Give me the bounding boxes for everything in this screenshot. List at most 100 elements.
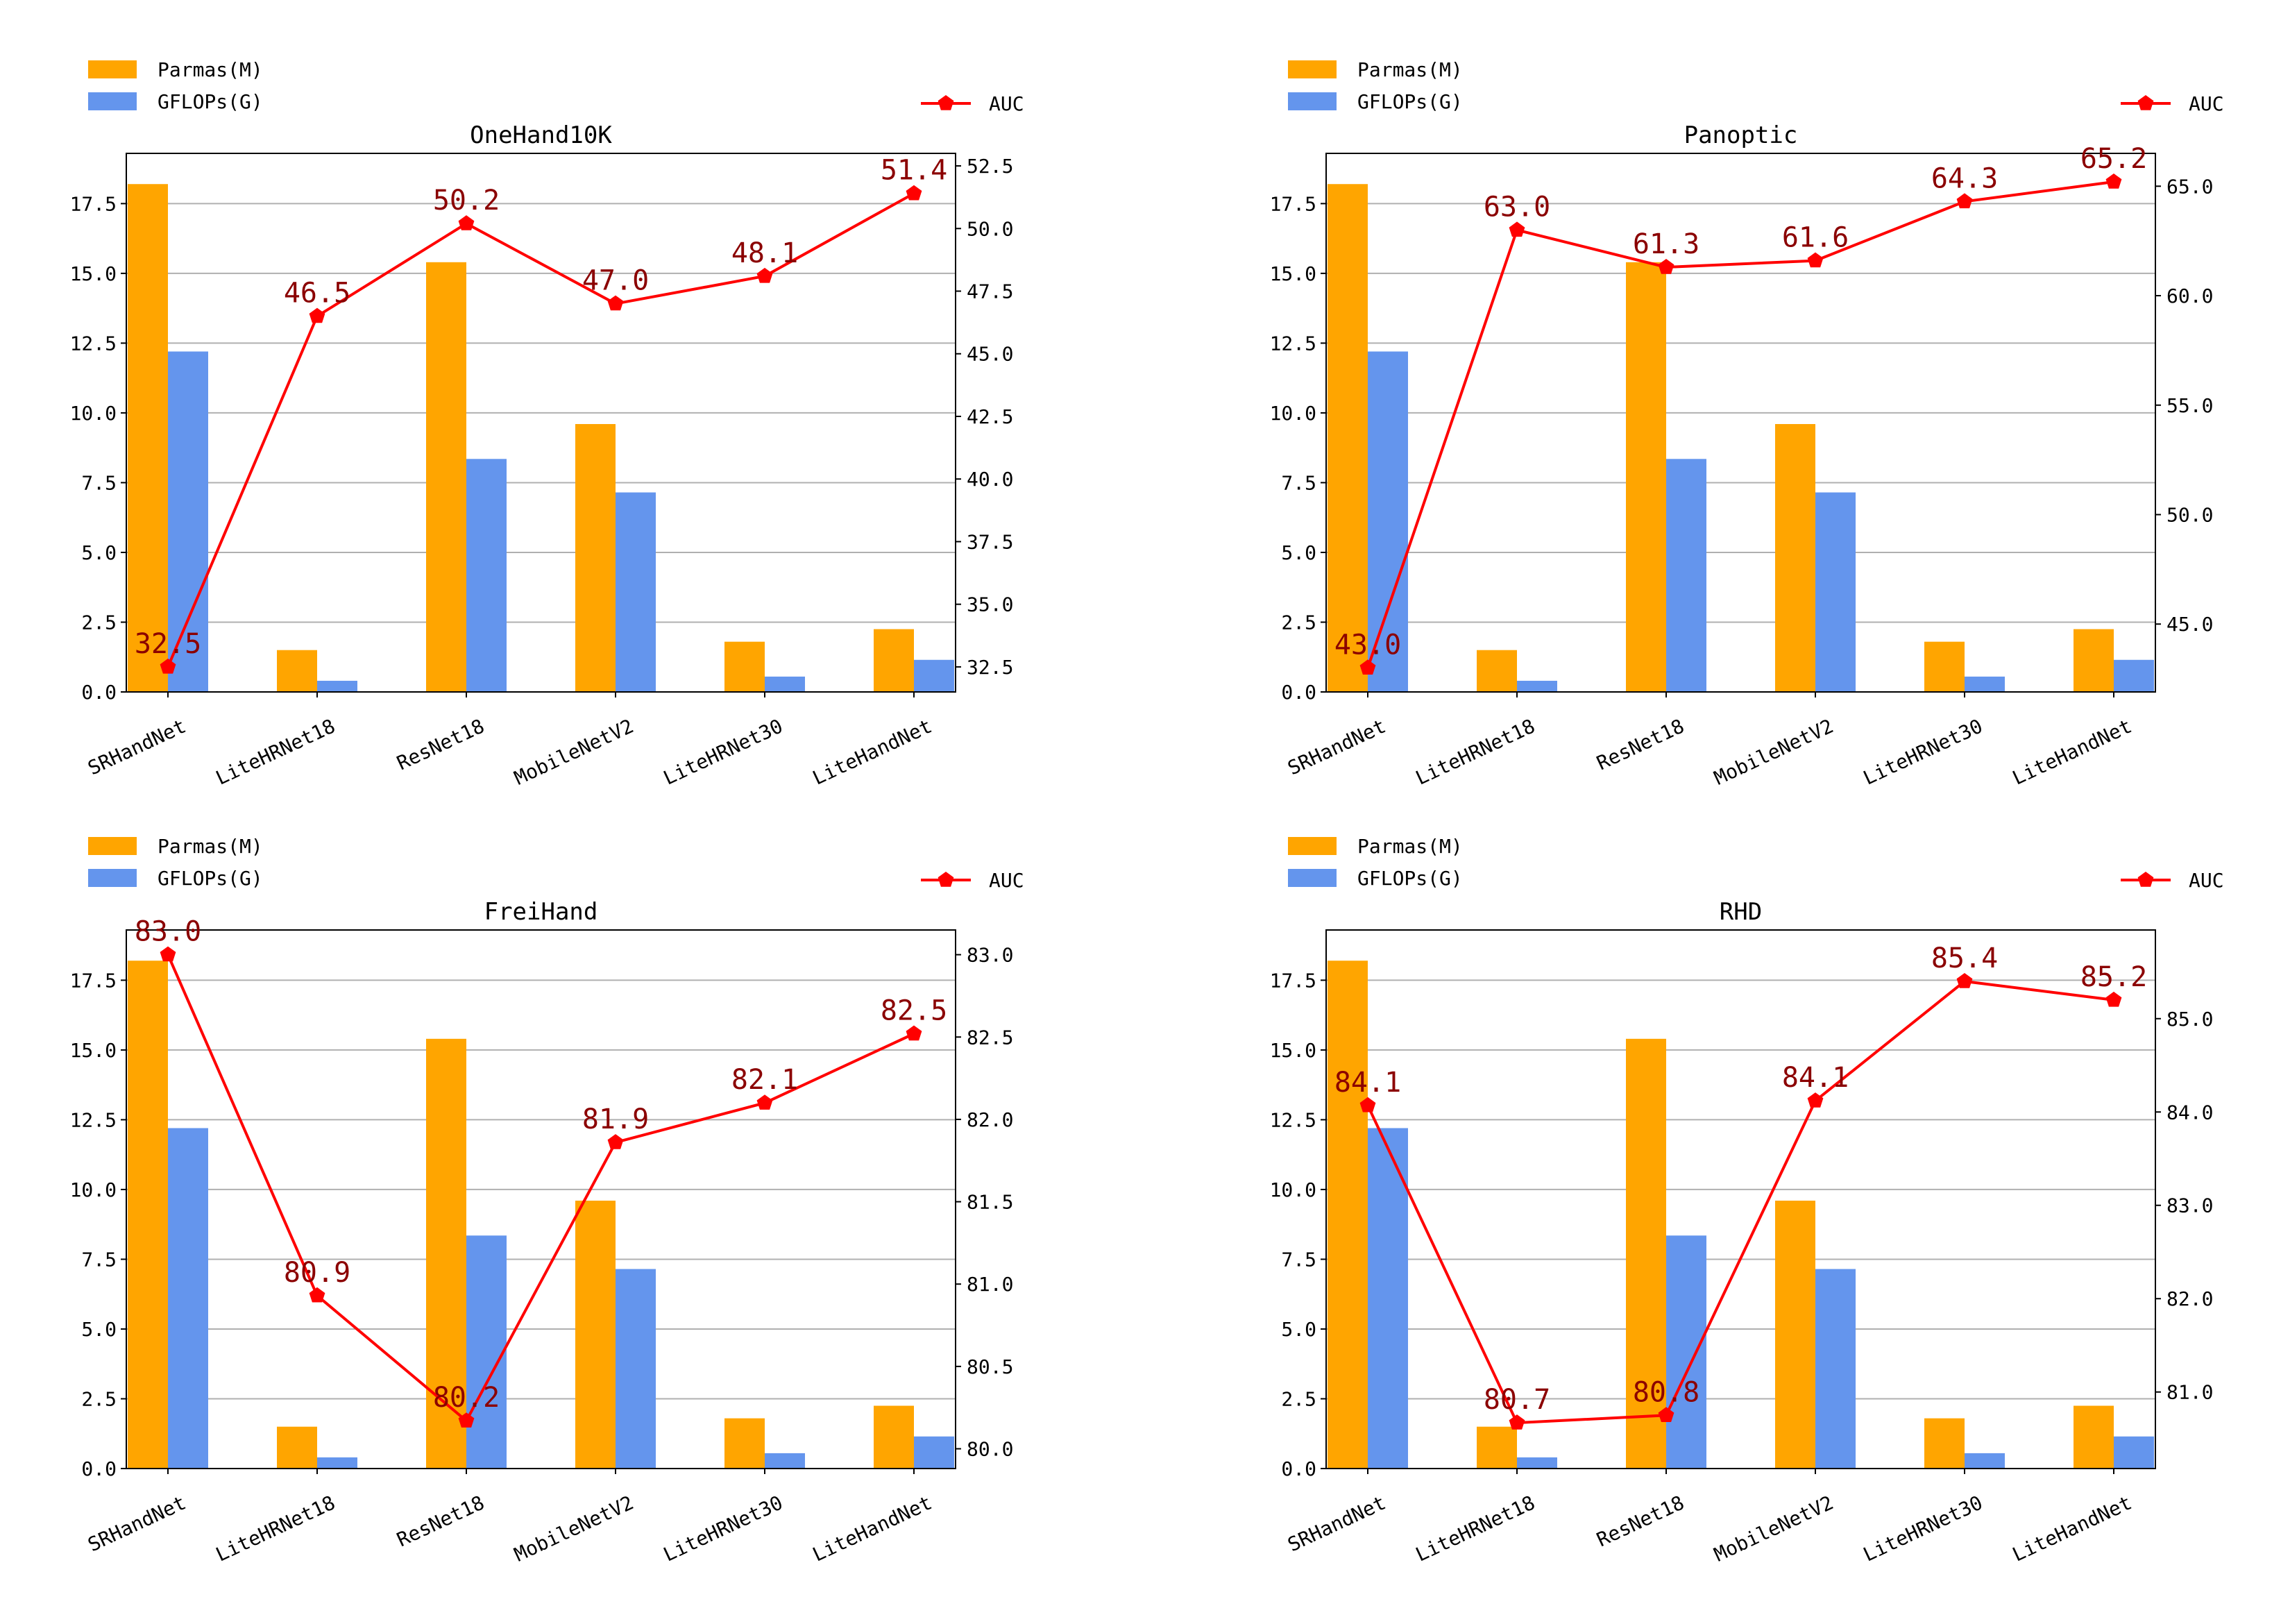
bar-params	[1775, 424, 1815, 692]
y2-tick-label: 45.0	[967, 343, 1013, 366]
bar-params	[575, 424, 616, 692]
legend-swatch-gflops	[88, 92, 137, 110]
legend-swatch-params	[1288, 837, 1337, 855]
bar-gflops	[466, 459, 507, 692]
bar-gflops	[1666, 1235, 1706, 1469]
auc-point	[756, 267, 773, 283]
auc-point	[906, 1025, 922, 1041]
y-tick-label: 2.5	[1281, 611, 1316, 634]
bar-params	[1477, 650, 1517, 692]
y-tick-label: 15.0	[70, 262, 117, 285]
auc-value-label: 61.6	[1782, 222, 1849, 254]
bar-gflops	[1965, 676, 2005, 692]
auc-point	[1658, 259, 1674, 274]
bar-params	[1328, 961, 1368, 1469]
auc-value-label: 84.1	[1334, 1067, 1401, 1099]
y-tick-label: 17.5	[70, 192, 117, 215]
auc-value-label: 80.8	[1633, 1376, 1699, 1408]
y-tick-label: 17.5	[70, 969, 117, 992]
bar-gflops	[1815, 492, 1856, 692]
y2-tick-label: 52.5	[967, 155, 1013, 178]
y-tick-label: 15.0	[70, 1039, 117, 1062]
y-tick-label: 5.0	[81, 1318, 117, 1341]
bar-gflops	[168, 1128, 208, 1469]
bar-params	[128, 961, 168, 1469]
legend-swatch-params	[1288, 60, 1337, 78]
plot-frame	[126, 153, 956, 693]
auc-point	[458, 215, 475, 230]
y2-tick-label: 83.0	[2166, 1194, 2213, 1217]
bar-gflops	[1517, 680, 1557, 692]
y-tick-label: 12.5	[1270, 332, 1316, 355]
y-tick-label: 2.5	[81, 1387, 117, 1410]
y-tick-label: 0.0	[1281, 681, 1316, 704]
bar-params	[1924, 1418, 1965, 1469]
auc-point	[607, 295, 624, 311]
auc-value-label: 64.3	[1931, 162, 1998, 194]
y-tick-label: 10.0	[1270, 1178, 1316, 1201]
bar-params	[2074, 1405, 2114, 1469]
y-tick-label: 17.5	[1270, 969, 1316, 992]
plot-frame	[1325, 929, 2156, 1469]
bar-gflops	[1368, 351, 1408, 692]
y2-tick-label: 50.0	[2166, 503, 2213, 526]
legend-swatch-params	[88, 60, 137, 78]
auc-value-label: 50.2	[433, 185, 500, 217]
y2-tick-label: 47.5	[967, 280, 1013, 303]
bar-gflops	[1815, 1269, 1856, 1469]
auc-point	[309, 307, 325, 323]
auc-point	[1956, 193, 1973, 209]
y2-tick-label: 32.5	[967, 656, 1013, 679]
y-tick-label: 15.0	[1270, 262, 1316, 285]
bar-params	[426, 1038, 466, 1469]
bar-gflops	[466, 1235, 507, 1469]
legend-label-auc: AUC	[989, 869, 1024, 892]
auc-value-label: 32.5	[135, 628, 201, 660]
auc-value-label: 82.5	[881, 995, 947, 1027]
y-tick-label: 15.0	[1270, 1039, 1316, 1062]
bar-gflops	[2114, 1436, 2154, 1469]
bar-gflops	[317, 1457, 357, 1469]
auc-value-label: 51.4	[881, 155, 947, 187]
legend-label-auc: AUC	[989, 92, 1024, 115]
auc-point	[1509, 221, 1525, 237]
auc-point	[2105, 174, 2122, 189]
auc-line	[1366, 180, 2114, 668]
y2-tick-label: 82.5	[967, 1026, 1013, 1049]
y2-tick-label: 80.0	[967, 1438, 1013, 1461]
bar-gflops	[765, 1453, 805, 1469]
bar-gflops	[1965, 1453, 2005, 1469]
auc-point	[309, 1287, 325, 1303]
legend-marker-auc	[938, 872, 954, 887]
y2-tick-label: 65.0	[2166, 175, 2213, 198]
chart-title: Panoptic	[1684, 121, 1798, 149]
chart-title: FreiHand	[484, 898, 598, 926]
y2-tick-label: 45.0	[2166, 613, 2213, 636]
plot-frame	[1325, 153, 2156, 693]
bar-params	[874, 1405, 914, 1469]
auc-line	[1366, 979, 2114, 1425]
y-tick-label: 2.5	[81, 611, 117, 634]
auc-value-label: 80.2	[433, 1382, 500, 1414]
y2-tick-label: 42.5	[967, 405, 1013, 428]
y2-tick-label: 82.0	[2166, 1287, 2213, 1310]
auc-value-label: 80.7	[1484, 1384, 1550, 1416]
bar-params	[426, 262, 466, 692]
bar-gflops	[2114, 659, 2154, 692]
auc-value-label: 84.1	[1782, 1062, 1849, 1094]
legend-label-params: Parmas(M)	[1357, 835, 1463, 858]
auc-value-label: 46.5	[284, 278, 350, 310]
y2-tick-label: 50.0	[967, 217, 1013, 240]
auc-value-label: 85.4	[1931, 942, 1998, 974]
auc-value-label: 61.3	[1633, 228, 1699, 260]
bar-gflops	[317, 680, 357, 692]
auc-point	[1658, 1407, 1674, 1422]
bar-params	[1626, 262, 1666, 692]
auc-value-label: 65.2	[2080, 143, 2147, 175]
bar-params	[1328, 184, 1368, 692]
bar-params	[1477, 1426, 1517, 1469]
bar-params	[724, 641, 765, 692]
y2-tick-label: 40.0	[967, 468, 1013, 491]
legend-label-params: Parmas(M)	[1357, 58, 1463, 81]
